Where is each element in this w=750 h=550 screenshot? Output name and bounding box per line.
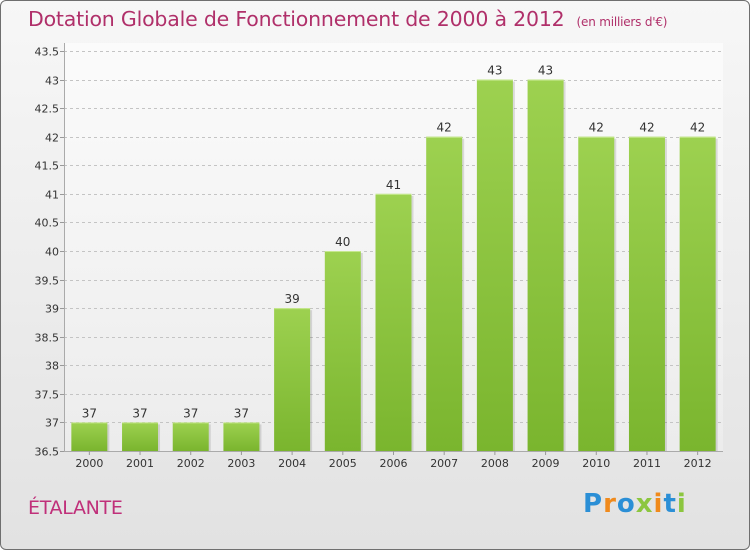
bar <box>324 251 361 451</box>
y-tick-label: 39 <box>45 303 59 316</box>
y-tick-label: 36.5 <box>35 446 60 459</box>
bar-value-label: 43 <box>487 64 502 78</box>
bar-value-label: 37 <box>234 406 249 420</box>
x-tick-label: 2001 <box>126 457 154 470</box>
chart-title: Dotation Globale de Fonctionnement de 20… <box>28 7 667 31</box>
logo-letter: i <box>676 489 687 519</box>
x-tick-label: 2006 <box>380 457 408 470</box>
y-tick-label: 41.5 <box>35 160 60 173</box>
y-tick-label: 39.5 <box>35 275 60 288</box>
bar-value-label: 42 <box>589 121 604 135</box>
bar-value-label: 37 <box>132 406 147 420</box>
bar <box>679 136 716 451</box>
proxiti-logo[interactable]: Proxiti <box>583 489 687 519</box>
bar <box>122 422 159 451</box>
logo-letter: P <box>583 489 604 519</box>
x-tick-label: 2003 <box>227 457 255 470</box>
x-tick-label: 2002 <box>177 457 205 470</box>
chart-subtitle: (en milliers d'€) <box>576 15 668 29</box>
x-tick-label: 2010 <box>582 457 610 470</box>
y-tick-label: 40.5 <box>35 217 60 230</box>
y-tick-label: 38.5 <box>35 332 60 345</box>
bar <box>628 136 665 451</box>
y-tick-label: 41 <box>45 189 59 202</box>
y-tick-label: 42 <box>45 132 59 145</box>
logo-letter: o <box>616 489 636 519</box>
bar-value-label: 42 <box>690 121 705 135</box>
x-tick-label: 2004 <box>278 457 306 470</box>
x-tick-label: 2012 <box>684 457 712 470</box>
bar <box>527 79 564 452</box>
bar <box>71 422 108 451</box>
bar <box>426 136 463 451</box>
y-tick-label: 40 <box>45 246 59 259</box>
y-tick-label: 43 <box>45 75 59 88</box>
bar-value-label: 43 <box>538 64 553 78</box>
y-tick-label: 38 <box>45 360 59 373</box>
logo-letter: x <box>635 489 654 519</box>
bar-value-label: 41 <box>386 178 401 192</box>
bar-value-label: 40 <box>335 235 350 249</box>
y-tick-label: 42.5 <box>35 103 60 116</box>
bar-value-label: 37 <box>183 406 198 420</box>
x-tick-label: 2007 <box>430 457 458 470</box>
y-tick-label: 37 <box>45 417 59 430</box>
x-tick-label: 2009 <box>532 457 560 470</box>
y-tick-label: 43.5 <box>35 46 60 59</box>
bar <box>375 193 412 451</box>
logo-letter: i <box>653 489 664 519</box>
x-tick-label: 2011 <box>633 457 661 470</box>
y-tick-label: 37.5 <box>35 389 60 402</box>
bar <box>476 79 513 452</box>
x-tick-label: 2000 <box>75 457 103 470</box>
bar-value-label: 39 <box>284 292 299 306</box>
x-tick-label: 2008 <box>481 457 509 470</box>
logo-letter: t <box>663 489 677 519</box>
bar <box>578 136 615 451</box>
bar <box>274 308 311 451</box>
bar <box>223 422 260 451</box>
bar-value-label: 42 <box>639 121 654 135</box>
bar <box>172 422 209 451</box>
x-tick-label: 2005 <box>329 457 357 470</box>
commune-name: ÉTALANTE <box>28 497 123 519</box>
chart-title-text: Dotation Globale de Fonctionnement de 20… <box>28 7 565 31</box>
logo-letter: r <box>603 489 617 519</box>
bar-value-label: 42 <box>437 121 452 135</box>
bar-value-label: 37 <box>82 406 97 420</box>
